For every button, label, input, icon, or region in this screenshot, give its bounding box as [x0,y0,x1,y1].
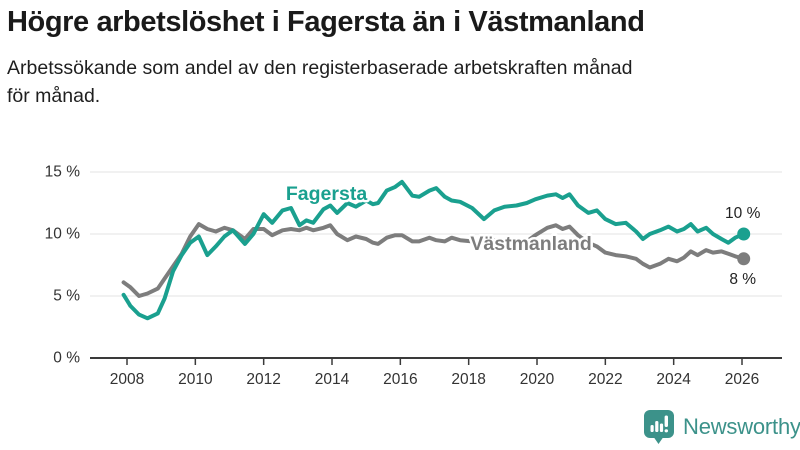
y-tick-label: 15 % [45,164,81,181]
y-tick-label: 5 % [53,288,80,305]
end-dot-västmanland [737,252,751,266]
x-tick-label: 2024 [656,371,691,388]
x-tick-label: 2012 [246,371,280,388]
newsworthy-wordmark: Newsworthy [683,413,800,439]
end-value-label-västmanland: 8 % [729,271,756,288]
line-västmanland [121,222,746,298]
x-tick-label: 2010 [178,371,213,388]
series-label-fagersta: Fagersta [286,183,367,205]
chart-subtitle: Arbetssökande som andel av den registerb… [7,57,633,107]
end-value-label-fagersta: 10 % [725,205,761,222]
x-tick-label: 2016 [383,371,417,388]
chart-header: Högre arbetslöshet i Fagersta än i Västm… [7,6,793,110]
x-tick-label: 2008 [110,371,144,388]
x-tick-label: 2014 [315,371,350,388]
x-tick-label: 2026 [725,371,759,388]
x-tick-label: 2018 [451,371,485,388]
newsworthy-branding: Newsworthy [643,409,800,444]
x-tick-label: 2020 [520,371,555,388]
y-tick-label: 10 % [45,226,81,243]
series-label-västmanland: Västmanland [470,233,591,255]
line-fagersta [121,179,746,321]
x-tick-label: 2022 [588,371,622,388]
page-title: Högre arbetslöshet i Fagersta än i Västm… [7,6,645,38]
end-dot-fagersta [737,227,751,241]
y-tick-label: 0 % [53,350,80,367]
newsworthy-logo-icon [644,410,674,444]
